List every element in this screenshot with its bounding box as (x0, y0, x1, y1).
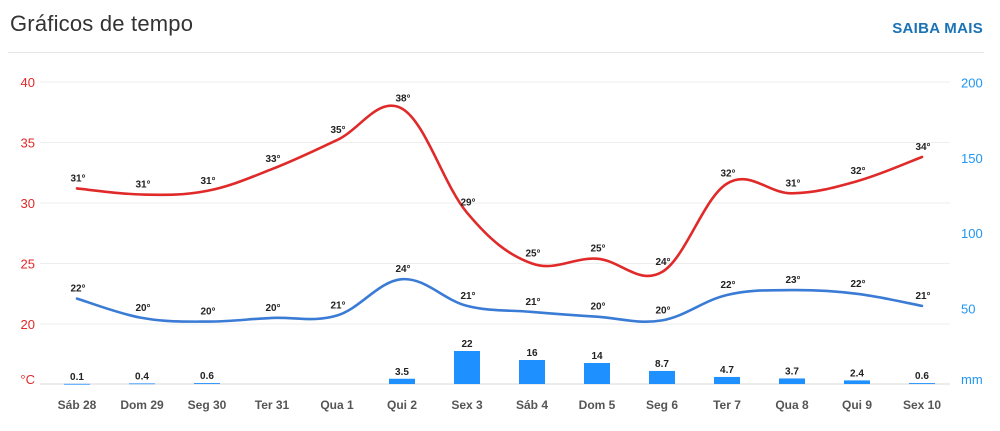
saiba-mais-link[interactable]: SAIBA MAIS (892, 20, 983, 37)
y-right-tick-label: 50 (961, 302, 975, 317)
precip-bar (519, 360, 545, 384)
max-temp-label: 31° (200, 176, 215, 187)
precip-bar (714, 376, 740, 384)
x-tick-label: Dom 5 (579, 398, 616, 412)
min-temp-label: 21° (915, 291, 930, 302)
max-temp-label: 24° (655, 257, 670, 268)
y-right-unit: mm (961, 372, 983, 387)
min-temp-label: 20° (590, 302, 605, 313)
precip-bar (909, 383, 935, 384)
max-temp-label: 32° (850, 166, 865, 177)
precip-label: 4.7 (720, 365, 734, 376)
max-temp-label: 33° (265, 154, 280, 165)
x-tick-label: Seg 6 (646, 398, 678, 412)
max-temp-label: 25° (590, 244, 605, 255)
max-temp-label: 35° (330, 125, 345, 136)
min-temp-label: 22° (850, 279, 865, 290)
chart-header: Gráficos de tempo SAIBA MAIS (0, 0, 1000, 52)
x-tick-label: Sáb 4 (516, 398, 548, 412)
x-tick-label: Sáb 28 (58, 398, 97, 412)
min-temp-label: 20° (135, 303, 150, 314)
y-right-tick-label: 150 (961, 151, 983, 166)
min-temp-label: 22° (720, 280, 735, 291)
precip-bar (64, 383, 90, 385)
min-temp-label: 23° (785, 275, 800, 286)
precip-bar (584, 363, 610, 384)
x-tick-label: Sex 10 (903, 398, 941, 412)
precip-label: 0.6 (915, 371, 929, 382)
x-tick-label: Qua 1 (320, 398, 354, 412)
precip-bar (194, 383, 220, 384)
precip-bar (389, 378, 415, 384)
max-temp-label: 38° (395, 94, 410, 105)
max-temp-line (75, 104, 924, 278)
x-tick-label: Dom 29 (120, 398, 164, 412)
precip-label: 16 (526, 348, 538, 359)
precip-bar (129, 383, 155, 385)
x-tick-label: Qui 2 (387, 398, 417, 412)
precip-bar (844, 380, 870, 384)
y-left-tick-label: 35 (21, 136, 35, 151)
precip-label: 3.5 (395, 367, 409, 378)
min-temp-label: 21° (460, 291, 475, 302)
precip-label: 2.4 (850, 368, 864, 379)
min-temp-label: 22° (70, 284, 85, 295)
precip-bar (649, 370, 675, 384)
precip-label: 14 (591, 351, 603, 362)
x-tick-label: Seg 30 (188, 398, 227, 412)
precip-bar (779, 378, 805, 384)
precip-label: 0.1 (70, 372, 84, 383)
precip-label: 0.6 (200, 371, 214, 382)
min-temp-label: 20° (200, 307, 215, 318)
y-right-tick-label: 200 (961, 75, 983, 90)
x-tick-label: Qui 9 (842, 398, 872, 412)
max-temp-label: 31° (135, 180, 150, 191)
header-divider (8, 52, 984, 53)
min-temp-label: 20° (655, 305, 670, 316)
max-temp-label: 34° (915, 142, 930, 153)
max-temp-label: 25° (525, 249, 540, 260)
x-tick-label: Qua 8 (775, 398, 809, 412)
min-temp-label: 21° (330, 301, 345, 312)
max-temp-label: 29° (460, 198, 475, 209)
y-left-tick-label: 25 (21, 257, 35, 272)
page-title: Gráficos de tempo (10, 11, 194, 36)
min-temp-label: 24° (395, 264, 410, 275)
precip-label: 8.7 (655, 359, 669, 370)
x-tick-label: Sex 3 (451, 398, 483, 412)
y-right-tick-label: 100 (961, 226, 983, 241)
precip-label: 22 (461, 339, 473, 350)
min-temp-line (75, 277, 924, 323)
y-left-unit: °C (20, 372, 35, 387)
precip-label: 0.4 (135, 371, 149, 382)
min-temp-label: 21° (525, 297, 540, 308)
precip-bar (454, 351, 480, 384)
max-temp-label: 31° (70, 173, 85, 184)
x-tick-label: Ter 7 (713, 398, 741, 412)
y-left-tick-label: 30 (21, 196, 35, 211)
x-tick-label: Ter 31 (255, 398, 290, 412)
max-temp-label: 32° (720, 169, 735, 180)
y-left-tick-label: 20 (21, 317, 35, 332)
precip-label: 3.7 (785, 366, 799, 377)
max-temp-label: 31° (785, 178, 800, 189)
y-left-tick-label: 40 (21, 75, 35, 90)
min-temp-label: 20° (265, 303, 280, 314)
